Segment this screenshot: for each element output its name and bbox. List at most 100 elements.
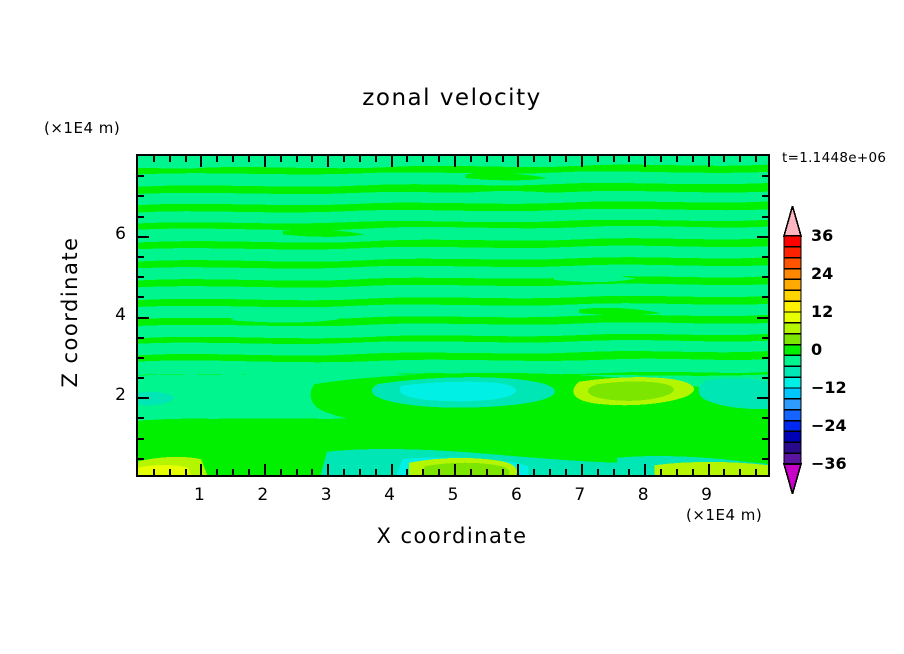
colorbar-tick-label: 12: [811, 302, 834, 321]
colorbar-tick-label: −12: [811, 378, 847, 397]
axis-tick: [232, 469, 235, 475]
axis-tick: [168, 469, 171, 475]
axis-tick: [762, 356, 768, 359]
axis-tick: [691, 156, 694, 162]
x-axis-units-label: (×1E4 m): [686, 506, 763, 524]
colorbar-band: [783, 311, 802, 324]
axis-tick: [757, 397, 768, 400]
axis-tick: [596, 469, 599, 475]
x-tick-label: 1: [193, 485, 205, 505]
axis-tick: [757, 235, 768, 238]
colorbar-band: [783, 354, 802, 367]
axis-tick: [232, 156, 235, 162]
axis-tick: [390, 464, 393, 475]
axis-tick: [501, 469, 504, 475]
colorbar-band: [783, 235, 802, 248]
colorbar-cap-bottom: [783, 463, 802, 494]
axis-tick: [311, 156, 314, 162]
axis-tick: [549, 156, 552, 162]
colorbar-tick-label: 24: [811, 264, 834, 283]
axis-tick: [762, 195, 768, 198]
axis-tick: [757, 316, 768, 319]
axis-tick: [138, 437, 144, 440]
colorbar-tick-label: −36: [811, 454, 847, 473]
colorbar-band: [783, 322, 802, 335]
axis-tick: [406, 156, 409, 162]
axis-tick: [762, 377, 768, 380]
axis-tick: [580, 464, 583, 475]
axis-tick: [295, 156, 298, 162]
colorbar: [783, 206, 802, 494]
axis-tick: [533, 469, 536, 475]
axis-tick: [138, 397, 149, 400]
axis-tick: [755, 156, 758, 162]
x-tick-label: 2: [257, 485, 269, 505]
colorbar-band: [783, 333, 802, 346]
axis-tick: [374, 156, 377, 162]
axis-tick: [184, 469, 187, 475]
axis-tick: [247, 156, 250, 162]
colorbar-band: [783, 300, 802, 313]
axis-tick: [596, 156, 599, 162]
axis-tick: [675, 156, 678, 162]
axis-tick: [660, 156, 663, 162]
axis-tick: [263, 156, 266, 167]
axis-tick: [138, 377, 144, 380]
colorbar-band: [783, 441, 802, 454]
axis-tick: [152, 469, 155, 475]
axis-tick: [628, 469, 631, 475]
axis-tick: [485, 156, 488, 162]
axis-tick: [517, 156, 520, 167]
axis-tick: [247, 469, 250, 475]
axis-tick: [327, 156, 330, 167]
axis-tick: [200, 156, 203, 167]
axis-tick: [549, 469, 552, 475]
axis-tick: [406, 469, 409, 475]
axis-tick: [343, 156, 346, 162]
axis-tick: [138, 215, 144, 218]
colorbar-band: [783, 398, 802, 411]
colorbar-band: [783, 278, 802, 291]
colorbar-band: [783, 387, 802, 400]
axis-tick: [343, 469, 346, 475]
colorbar-band: [783, 452, 802, 465]
colorbar-band: [783, 376, 802, 389]
axis-tick: [138, 276, 144, 279]
axis-tick: [454, 156, 456, 167]
axis-tick: [723, 469, 726, 475]
axis-tick: [438, 469, 441, 475]
axis-tick: [762, 296, 768, 299]
axis-tick: [469, 469, 472, 475]
axis-tick: [216, 469, 219, 475]
colorbar-band: [783, 343, 802, 357]
axis-tick: [644, 464, 647, 475]
axis-tick: [723, 156, 726, 162]
axis-tick: [138, 296, 144, 299]
axis-tick: [138, 336, 144, 339]
axis-tick: [138, 175, 144, 178]
axis-tick: [390, 156, 393, 167]
axis-tick: [200, 464, 203, 475]
y-axis-units-label: (×1E4 m): [44, 119, 121, 137]
axis-tick: [327, 464, 330, 475]
y-tick-label: 4: [115, 304, 126, 325]
axis-tick: [628, 156, 631, 162]
axis-tick: [660, 469, 663, 475]
axis-tick: [707, 464, 710, 475]
axis-tick: [295, 469, 298, 475]
axis-tick: [612, 156, 615, 162]
axis-tick: [374, 469, 377, 475]
axis-tick: [762, 437, 768, 440]
colorbar-band: [783, 257, 802, 270]
axis-tick: [138, 255, 144, 258]
axis-tick: [533, 156, 536, 162]
axis-tick: [138, 457, 144, 460]
axis-tick: [517, 464, 520, 475]
colorbar-band: [783, 419, 802, 433]
y-tick-label: 2: [115, 385, 126, 406]
colorbar-tick-label: 36: [811, 226, 834, 245]
axis-tick: [762, 417, 768, 420]
axis-tick: [469, 156, 472, 162]
axis-tick: [454, 464, 456, 475]
